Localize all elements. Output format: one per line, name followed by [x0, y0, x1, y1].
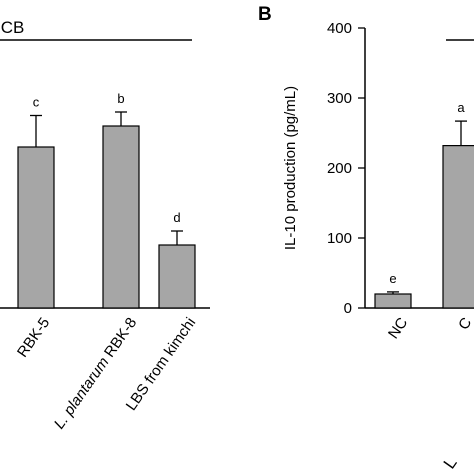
panel-b-y-axis-label: IL-10 production (pg/mL) [282, 86, 299, 250]
panel-b-group-label: L [440, 454, 461, 473]
significance-letter: b [117, 91, 124, 106]
panel-b: B 0 100 200 300 400 IL-10 production (pg/mL)… [258, 4, 474, 472]
y-tick-label: 0 [344, 300, 352, 317]
significance-letter: e [389, 271, 396, 286]
category-label: NC [385, 314, 411, 342]
category-label: C [455, 314, 474, 333]
panel-b-y-ticks: 0 100 200 300 400 [327, 20, 365, 317]
bar [374, 293, 412, 309]
y-tick-label: 100 [327, 230, 352, 247]
bar [158, 244, 196, 309]
panel-a-group-label: ICB [0, 18, 24, 37]
significance-letter: d [173, 210, 180, 225]
panel-b-bars: ea [374, 100, 474, 309]
panel-b-label: B [258, 4, 272, 25]
panel-a-bars: c b d [17, 91, 196, 309]
y-tick-label: 200 [327, 160, 352, 177]
panel-b-category-labels: NC C [385, 314, 474, 342]
bar [102, 125, 140, 309]
category-label: RBK-5 [14, 315, 53, 361]
category-label: L. plantarum RBK-8 [51, 315, 140, 433]
significance-letter: c [33, 95, 40, 110]
bar [17, 146, 55, 309]
y-tick-label: 300 [327, 90, 352, 107]
significance-letter: a [457, 100, 465, 115]
y-tick-label: 400 [327, 20, 352, 37]
bar [442, 145, 474, 309]
